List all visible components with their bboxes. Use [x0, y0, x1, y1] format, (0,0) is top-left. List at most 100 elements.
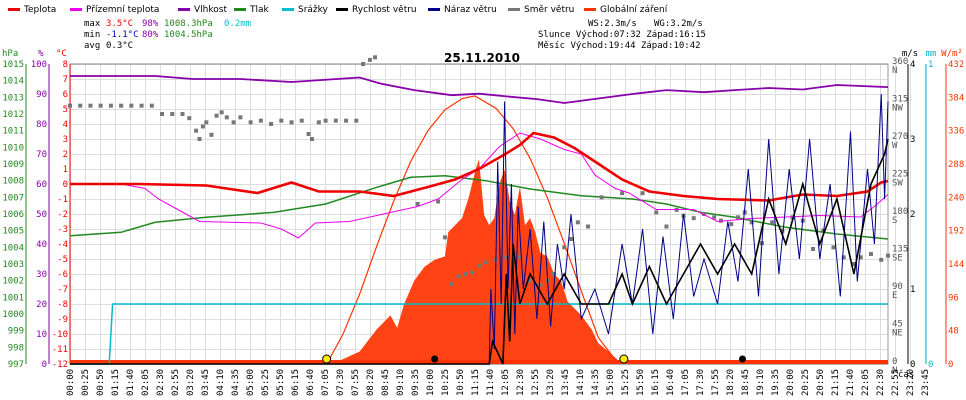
series-smer-point [879, 257, 884, 262]
series-smer-point [180, 112, 185, 116]
series-smer-point [299, 118, 304, 123]
tick-pct: 80 [36, 120, 47, 130]
series-smer-point [528, 278, 533, 283]
stat-min-label: min [84, 30, 100, 40]
legend-label-teplota: Teplota [23, 5, 56, 15]
tick-time: 23:20 [906, 369, 916, 396]
series-smer-point [749, 220, 754, 225]
stat-max-label: max [84, 19, 101, 29]
series-smer-point [279, 118, 284, 123]
tick-dir: 315 [892, 95, 908, 105]
tick-time: 02:55 [171, 369, 181, 396]
tick-temp: 0 [63, 180, 68, 190]
series-smer-point [841, 255, 846, 260]
series-smer-point [373, 55, 378, 60]
tick-hpa: 1004 [2, 243, 24, 253]
tick-time: 23:45 [921, 369, 931, 396]
tick-ms: 0 [910, 360, 915, 370]
tick-dir: 45 [892, 320, 903, 330]
series-smer-point [309, 137, 314, 141]
tick-dir-letter: W [892, 141, 898, 151]
series-smer-point [160, 112, 165, 116]
tick-pct: 20 [36, 300, 47, 310]
tick-hpa: 1013 [2, 93, 24, 103]
series-smer-point [333, 118, 338, 123]
info-block: WS:2.3m/s WG:3.2m/s Slunce Východ:07:32 … [538, 19, 706, 51]
tick-pct: 60 [36, 180, 47, 190]
tick-time: 05:00 [246, 369, 256, 396]
info-mesic: Měsíc Východ:19:44 Západ:10:42 [538, 41, 701, 51]
tick-temp: 1 [63, 165, 68, 175]
tick-dir: 90 [892, 282, 903, 292]
tick-hpa: 999 [8, 327, 24, 337]
series-smer-point [770, 220, 775, 225]
tick-hpa: 1011 [2, 127, 24, 137]
series-smer-point [323, 118, 328, 123]
series-smer-point [129, 103, 134, 108]
tick-dir: 135 [892, 245, 908, 255]
tick-time: 00:50 [96, 369, 106, 396]
series-smer-point [204, 120, 209, 125]
series-tlak [69, 174, 889, 240]
axis-label-pct: % [38, 49, 44, 59]
tick-time: 17:30 [696, 369, 706, 396]
series-smer-point [664, 224, 669, 229]
legend-swatch-vlhkost [178, 8, 190, 11]
stat-avg-label: avg [84, 41, 100, 51]
tick-temp: -11 [52, 345, 68, 355]
axis-label-ms: m/s [902, 49, 918, 59]
tick-time: 06:15 [291, 369, 301, 396]
series-smer-point [224, 115, 229, 120]
tick-dir: 180 [892, 207, 908, 217]
stat-max-hum: 98% [142, 19, 159, 29]
tick-temp: -4 [57, 240, 68, 250]
legend-label-naraz: Náraz větru [444, 5, 497, 15]
series-smer-point [712, 215, 717, 220]
series-smer-point [701, 212, 706, 216]
series-smer-point [562, 245, 567, 250]
legend-swatch-prizemni [70, 8, 82, 11]
tick-time: 01:40 [126, 369, 136, 396]
tick-time: 00:25 [81, 369, 91, 396]
chart-title: 25.11.2010 [444, 51, 520, 65]
axis-label-time: čas [898, 369, 914, 380]
tick-time: 02:05 [141, 369, 151, 396]
tick-temp: 8 [63, 60, 68, 70]
tick-time: 22:30 [876, 369, 886, 396]
tick-temp: 6 [63, 90, 68, 100]
tick-wm2: 432 [948, 60, 964, 70]
tick-time: 15:25 [621, 369, 631, 396]
tick-wm2: 48 [948, 327, 959, 337]
tick-dir-letter: SE [892, 254, 903, 264]
tick-time: 03:20 [186, 369, 196, 396]
series-smer-point [599, 195, 604, 200]
series-naraz [70, 93, 889, 365]
legend-label-smer: Směr větru [524, 5, 574, 15]
tick-temp: 7 [63, 75, 68, 85]
series-smer-point [831, 245, 836, 250]
tick-temp: -2 [57, 210, 68, 220]
series-smer-point [78, 103, 83, 108]
series-smer-point [620, 191, 625, 196]
legend-label-rychlost: Rychlost větru [352, 5, 417, 15]
series-smer-point [139, 103, 144, 108]
series-smer-point [200, 124, 205, 129]
series-smer-point [68, 103, 72, 108]
tick-dir-letter: S [892, 216, 897, 226]
series-smer-point [197, 137, 202, 141]
series-smer-point [691, 216, 696, 221]
tick-temp: -7 [57, 285, 68, 295]
tick-pct: 40 [36, 240, 47, 250]
tick-time: 06:40 [306, 369, 316, 396]
tick-hpa: 1002 [2, 277, 24, 287]
stat-avg-temp: 0.3°C [106, 41, 133, 51]
series-smer-point [811, 247, 816, 251]
tick-hpa: 1015 [2, 60, 24, 70]
series-zareni-theory [326, 95, 625, 365]
tick-wm2: 96 [948, 293, 959, 303]
axis-label-mm: mm [926, 49, 937, 59]
series-smer-point [780, 228, 785, 233]
tick-time: 17:55 [711, 369, 721, 396]
stat-min-temp: -1.1°C [106, 30, 139, 40]
tick-dir-letter: NE [892, 329, 903, 339]
